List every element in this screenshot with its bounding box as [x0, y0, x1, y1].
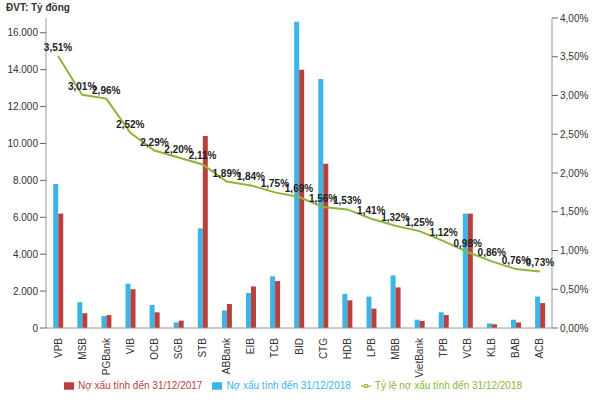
svg-text:TPB: TPB [438, 338, 449, 358]
svg-text:3,00%: 3,00% [560, 90, 588, 101]
svg-text:0,00%: 0,00% [560, 323, 588, 334]
svg-text:3,50%: 3,50% [560, 51, 588, 62]
svg-text:MBB: MBB [390, 338, 401, 360]
svg-text:EIB: EIB [245, 338, 256, 354]
svg-text:2,29%: 2,29% [140, 136, 169, 148]
svg-text:ACB: ACB [534, 338, 545, 359]
svg-text:MSB: MSB [77, 338, 88, 360]
html-text:Nợ xấu tính đến 31/12/2018: Nợ xấu tính đến 31/12/2018 [226, 380, 351, 391]
svg-text:10.000: 10.000 [7, 138, 38, 149]
svg-text:2,11%: 2,11% [189, 150, 217, 161]
svg-text:2,20%: 2,20% [164, 143, 193, 155]
svg-text:12.000: 12.000 [7, 101, 38, 112]
svg-text:TCB: TCB [269, 338, 280, 358]
svg-text:0,76%: 0,76% [501, 255, 530, 267]
svg-text:1,75%: 1,75% [260, 178, 290, 190]
svg-text:1,32%: 1,32% [381, 211, 410, 223]
svg-text:4,00%: 4,00% [560, 13, 588, 24]
svg-text:1,00%: 1,00% [560, 245, 588, 256]
svg-text:1,41%: 1,41% [357, 204, 386, 216]
svg-text:2.000: 2.000 [13, 286, 38, 297]
svg-text:2,00%: 2,00% [560, 168, 588, 179]
svg-text:1,50%: 1,50% [560, 206, 588, 217]
html-text:Nợ xấu tính đến 31/12/2017: Nợ xấu tính đến 31/12/2017 [78, 380, 203, 391]
svg-text:2,52%: 2,52% [116, 119, 144, 130]
svg-text:14.000: 14.000 [7, 64, 38, 75]
svg-text:1,56%: 1,56% [308, 193, 338, 205]
html-text:ĐVT: Tỷ đồng: ĐVT: Tỷ đồng [6, 2, 70, 13]
svg-text:1,84%: 1,84% [236, 171, 265, 183]
svg-text:3,51%: 3,51% [44, 42, 72, 53]
html-text:Tỷ lệ nợ xấu tính đến 31/12/20: Tỷ lệ nợ xấu tính đến 31/12/2018 [374, 380, 522, 391]
svg-text:PGBank: PGBank [101, 337, 112, 375]
svg-text:2,50%: 2,50% [560, 129, 588, 140]
svg-text:2,96%: 2,96% [92, 85, 120, 96]
svg-text:ABBank: ABBank [221, 337, 232, 374]
svg-text:CTG: CTG [318, 338, 329, 359]
svg-text:1,12%: 1,12% [429, 227, 457, 238]
svg-text:BAB: BAB [510, 338, 521, 358]
svg-text:16.000: 16.000 [7, 27, 38, 38]
svg-text:0: 0 [32, 323, 38, 334]
svg-text:KLB: KLB [486, 338, 497, 357]
svg-text:OCB: OCB [149, 338, 160, 360]
svg-text:VIB: VIB [125, 338, 136, 354]
svg-text:VCB: VCB [462, 338, 473, 359]
svg-text:1,25%: 1,25% [405, 217, 434, 229]
svg-text:1,69%: 1,69% [284, 183, 314, 194]
svg-text:1,53%: 1,53% [333, 195, 362, 207]
svg-text:1,89%: 1,89% [212, 167, 241, 179]
svg-text:STB: STB [197, 338, 208, 358]
svg-text:0,86%: 0,86% [477, 247, 506, 259]
svg-text:HDB: HDB [342, 338, 353, 359]
svg-text:SGB: SGB [173, 338, 184, 359]
svg-text:0,98%: 0,98% [453, 238, 482, 250]
svg-text:VietBank: VietBank [414, 337, 425, 378]
svg-text:LPB: LPB [366, 338, 377, 357]
svg-text:0,73%: 0,73% [526, 257, 554, 268]
svg-text:0,50%: 0,50% [560, 284, 588, 295]
svg-text:8.000: 8.000 [13, 175, 38, 186]
svg-text:4.000: 4.000 [13, 249, 38, 260]
svg-text:VPB: VPB [53, 338, 64, 358]
svg-text:3,01%: 3,01% [68, 80, 97, 92]
svg-text:6.000: 6.000 [13, 212, 38, 223]
svg-text:BID: BID [294, 338, 305, 355]
